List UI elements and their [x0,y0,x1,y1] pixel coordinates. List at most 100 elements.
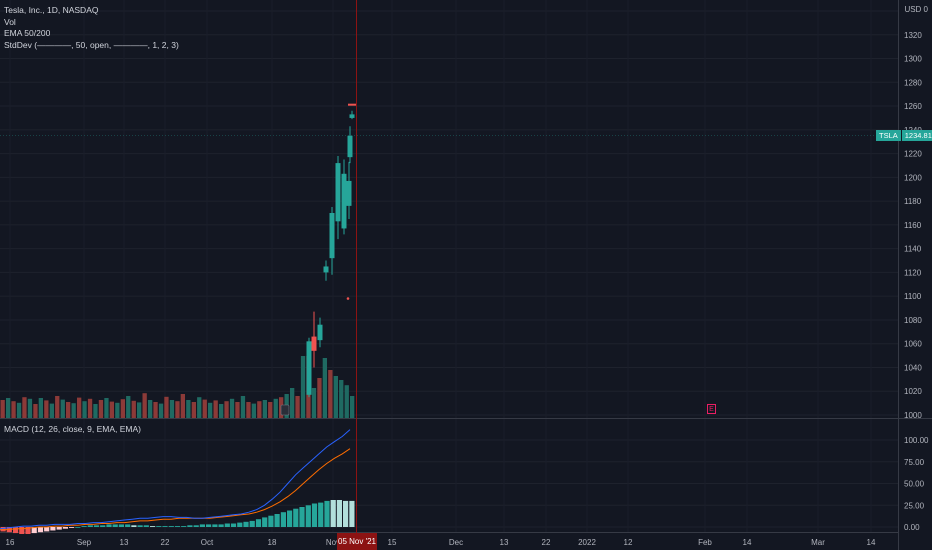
macd-histogram-bar [181,526,187,527]
volume-bar [180,394,185,418]
volume-bar [153,402,158,418]
volume-bar [290,388,295,418]
volume-bar [120,399,125,418]
volume-bar [311,388,317,418]
candle-body [349,114,355,118]
volume-bar [126,396,131,418]
macd-histogram-bar [125,524,131,527]
macd-histogram-bar [44,527,50,532]
candle-body [329,213,335,259]
earnings-marker[interactable]: E [707,404,716,414]
stddev-upper-mark [348,103,357,106]
macd-histogram-bar [206,524,212,527]
macd-histogram-bar [62,527,68,529]
macd-histogram-bar [56,527,62,530]
macd-tick-label: 0.00 [904,523,920,532]
legend-symbol[interactable]: Tesla, Inc., 1D, NASDAQ [4,5,99,15]
volume-bar [191,402,196,418]
volume-bar [131,400,136,418]
volume-bar [235,402,240,418]
volume-bar [268,402,273,418]
price-tick-label: 1040 [904,363,922,372]
price-tick-label: 1120 [904,268,922,277]
price-tick-label: 1020 [904,387,922,396]
legend-stddev[interactable]: StdDev (————, 50, open, ————, 1, 2, 3) [4,39,179,50]
macd-histogram-bar [243,521,249,527]
volume-bar [109,401,114,418]
macd-histogram-bar [343,500,349,527]
macd-histogram-bar [255,519,262,527]
volume-bar [333,376,338,418]
macd-histogram-bar [31,527,37,534]
lock-icon [280,404,290,416]
volume-bar [142,393,147,418]
price-tick-label: 1220 [904,150,922,159]
macd-histogram-bar [287,510,293,527]
volume-bar [186,400,191,418]
macd-histogram-bar [193,525,199,527]
price-tick-label: 1180 [904,197,922,206]
volume-bar [224,401,229,418]
time-tick-label: Feb [698,538,712,547]
macd-histogram-bar [112,524,118,527]
macd-histogram-bar [336,500,342,527]
volume-bar [202,399,207,418]
volume-bar [27,398,33,418]
macd-histogram-bar [274,514,280,527]
volume-bar [251,403,256,418]
volume-bar [213,400,218,418]
volume-bar [295,396,300,418]
price-tag-value: 1234.81 [901,130,932,141]
macd-histogram-bar [237,522,243,527]
currency-label[interactable]: USD 0 [904,5,928,14]
macd-histogram-bar [106,524,112,527]
volume-bar [328,370,333,418]
price-tick-label: 1200 [904,173,922,182]
volume-bar [344,385,349,418]
volume-bar [262,400,267,418]
volume-bar [6,398,11,418]
volume-bar [229,398,235,418]
legend-ema[interactable]: EMA 50/200 [4,28,51,38]
volume-bar [11,401,16,418]
volume-bar [38,398,43,418]
candle-body [347,135,353,158]
time-tick-label: 2022 [578,538,596,547]
macd-histogram-bar [50,527,56,531]
macd-histogram-bar [69,527,75,528]
macd-line [0,429,351,530]
time-tick-label: 13 [500,538,509,547]
volume-bar [49,403,54,418]
legend-volume[interactable]: Vol [4,16,16,27]
macd-histogram-bar [262,517,268,527]
volume-bar [104,398,109,418]
volume-bar [197,397,202,418]
volume-bar [44,400,49,418]
time-tick-label: Mar [811,538,825,547]
volume-bar [322,358,327,418]
macd-legend[interactable]: MACD (12, 26, close, 9, EMA, EMA) [4,424,141,434]
candle-body [323,266,329,273]
candle-body [341,173,347,229]
candle-body [317,324,323,341]
macd-histogram-bar [100,525,106,527]
time-tick-label: 22 [161,538,170,547]
volume-bar [339,380,344,418]
macd-histogram-bar [150,526,156,527]
price-tick-label: 1140 [904,245,922,254]
macd-histogram-bar [318,502,324,527]
macd-signal-line [0,448,351,531]
price-tick-label: 1160 [904,221,922,230]
macd-histogram-bar [268,515,274,527]
macd-tick-label: 100.00 [904,436,929,445]
time-tick-label: 14 [743,538,752,547]
price-tick-label: 1260 [904,102,922,111]
volume-bar [246,402,251,418]
volume-bar [169,400,175,418]
macd-histogram-bar [118,524,124,527]
macd-histogram-bar [330,500,336,527]
macd-tick-label: 75.00 [904,458,925,467]
time-tick-label: 22 [542,538,551,547]
